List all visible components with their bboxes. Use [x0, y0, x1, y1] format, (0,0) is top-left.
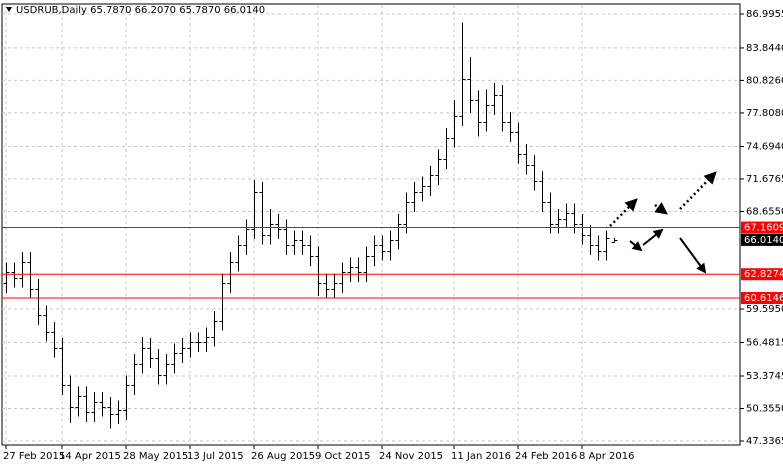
x-tick-label: 26 Aug 2015	[251, 451, 315, 462]
chart-title: USDRUB,Daily 65.7870 66.2070 65.7870 66.…	[16, 5, 265, 16]
x-tick-label: 11 Jan 2016	[451, 451, 511, 462]
level-label: 62.8274	[744, 269, 783, 280]
grid	[2, 5, 740, 445]
last-price-label: 66.0140	[744, 235, 783, 246]
x-tick-label: 27 Feb 2015	[3, 451, 65, 462]
level-label-box	[741, 292, 783, 305]
y-tick-label: 68.6550	[746, 206, 783, 217]
y-tick-label: 50.3550	[746, 404, 783, 415]
level-label: 60.6146	[744, 293, 783, 304]
bars	[3, 22, 618, 429]
y-tick-label: 59.5950	[746, 304, 783, 315]
y-tick-label: 47.3365	[746, 436, 783, 447]
x-tick-label: 24 Nov 2015	[379, 451, 443, 462]
y-tick-label: 83.8440	[746, 43, 783, 54]
x-tick-label: 28 May 2015	[123, 451, 188, 462]
last-price-box	[741, 233, 783, 246]
arrow	[679, 237, 707, 274]
arrow	[654, 202, 669, 215]
x-tick-label: 14 Apr 2015	[59, 451, 121, 462]
y-tick-label: 86.9955	[746, 9, 783, 20]
y-tick-label: 74.6940	[746, 141, 783, 152]
arrow	[679, 171, 717, 210]
level-label-box	[741, 268, 783, 281]
x-tick-label: 24 Feb 2016	[515, 451, 577, 462]
arrow	[609, 198, 638, 227]
x-tick-label: 13 Jul 2015	[187, 451, 244, 462]
overlay: 67.1609 62.8274 60.6146 66.0140	[2, 221, 783, 305]
forecast-arrows	[609, 171, 717, 274]
title-icon	[6, 7, 12, 12]
arrow	[642, 228, 664, 246]
level-label: 67.1609	[744, 223, 783, 234]
y-tick-label: 80.8260	[746, 75, 783, 86]
plot-frame	[1, 3, 741, 446]
x-tick-label: 9 Oct 2015	[315, 451, 370, 462]
y-tick-label: 77.8080	[746, 108, 783, 119]
arrow	[629, 240, 643, 252]
y-tick-label: 71.6765	[746, 174, 783, 185]
level-label-box	[741, 221, 783, 234]
x-tick-label: 8 Apr 2016	[579, 451, 634, 462]
